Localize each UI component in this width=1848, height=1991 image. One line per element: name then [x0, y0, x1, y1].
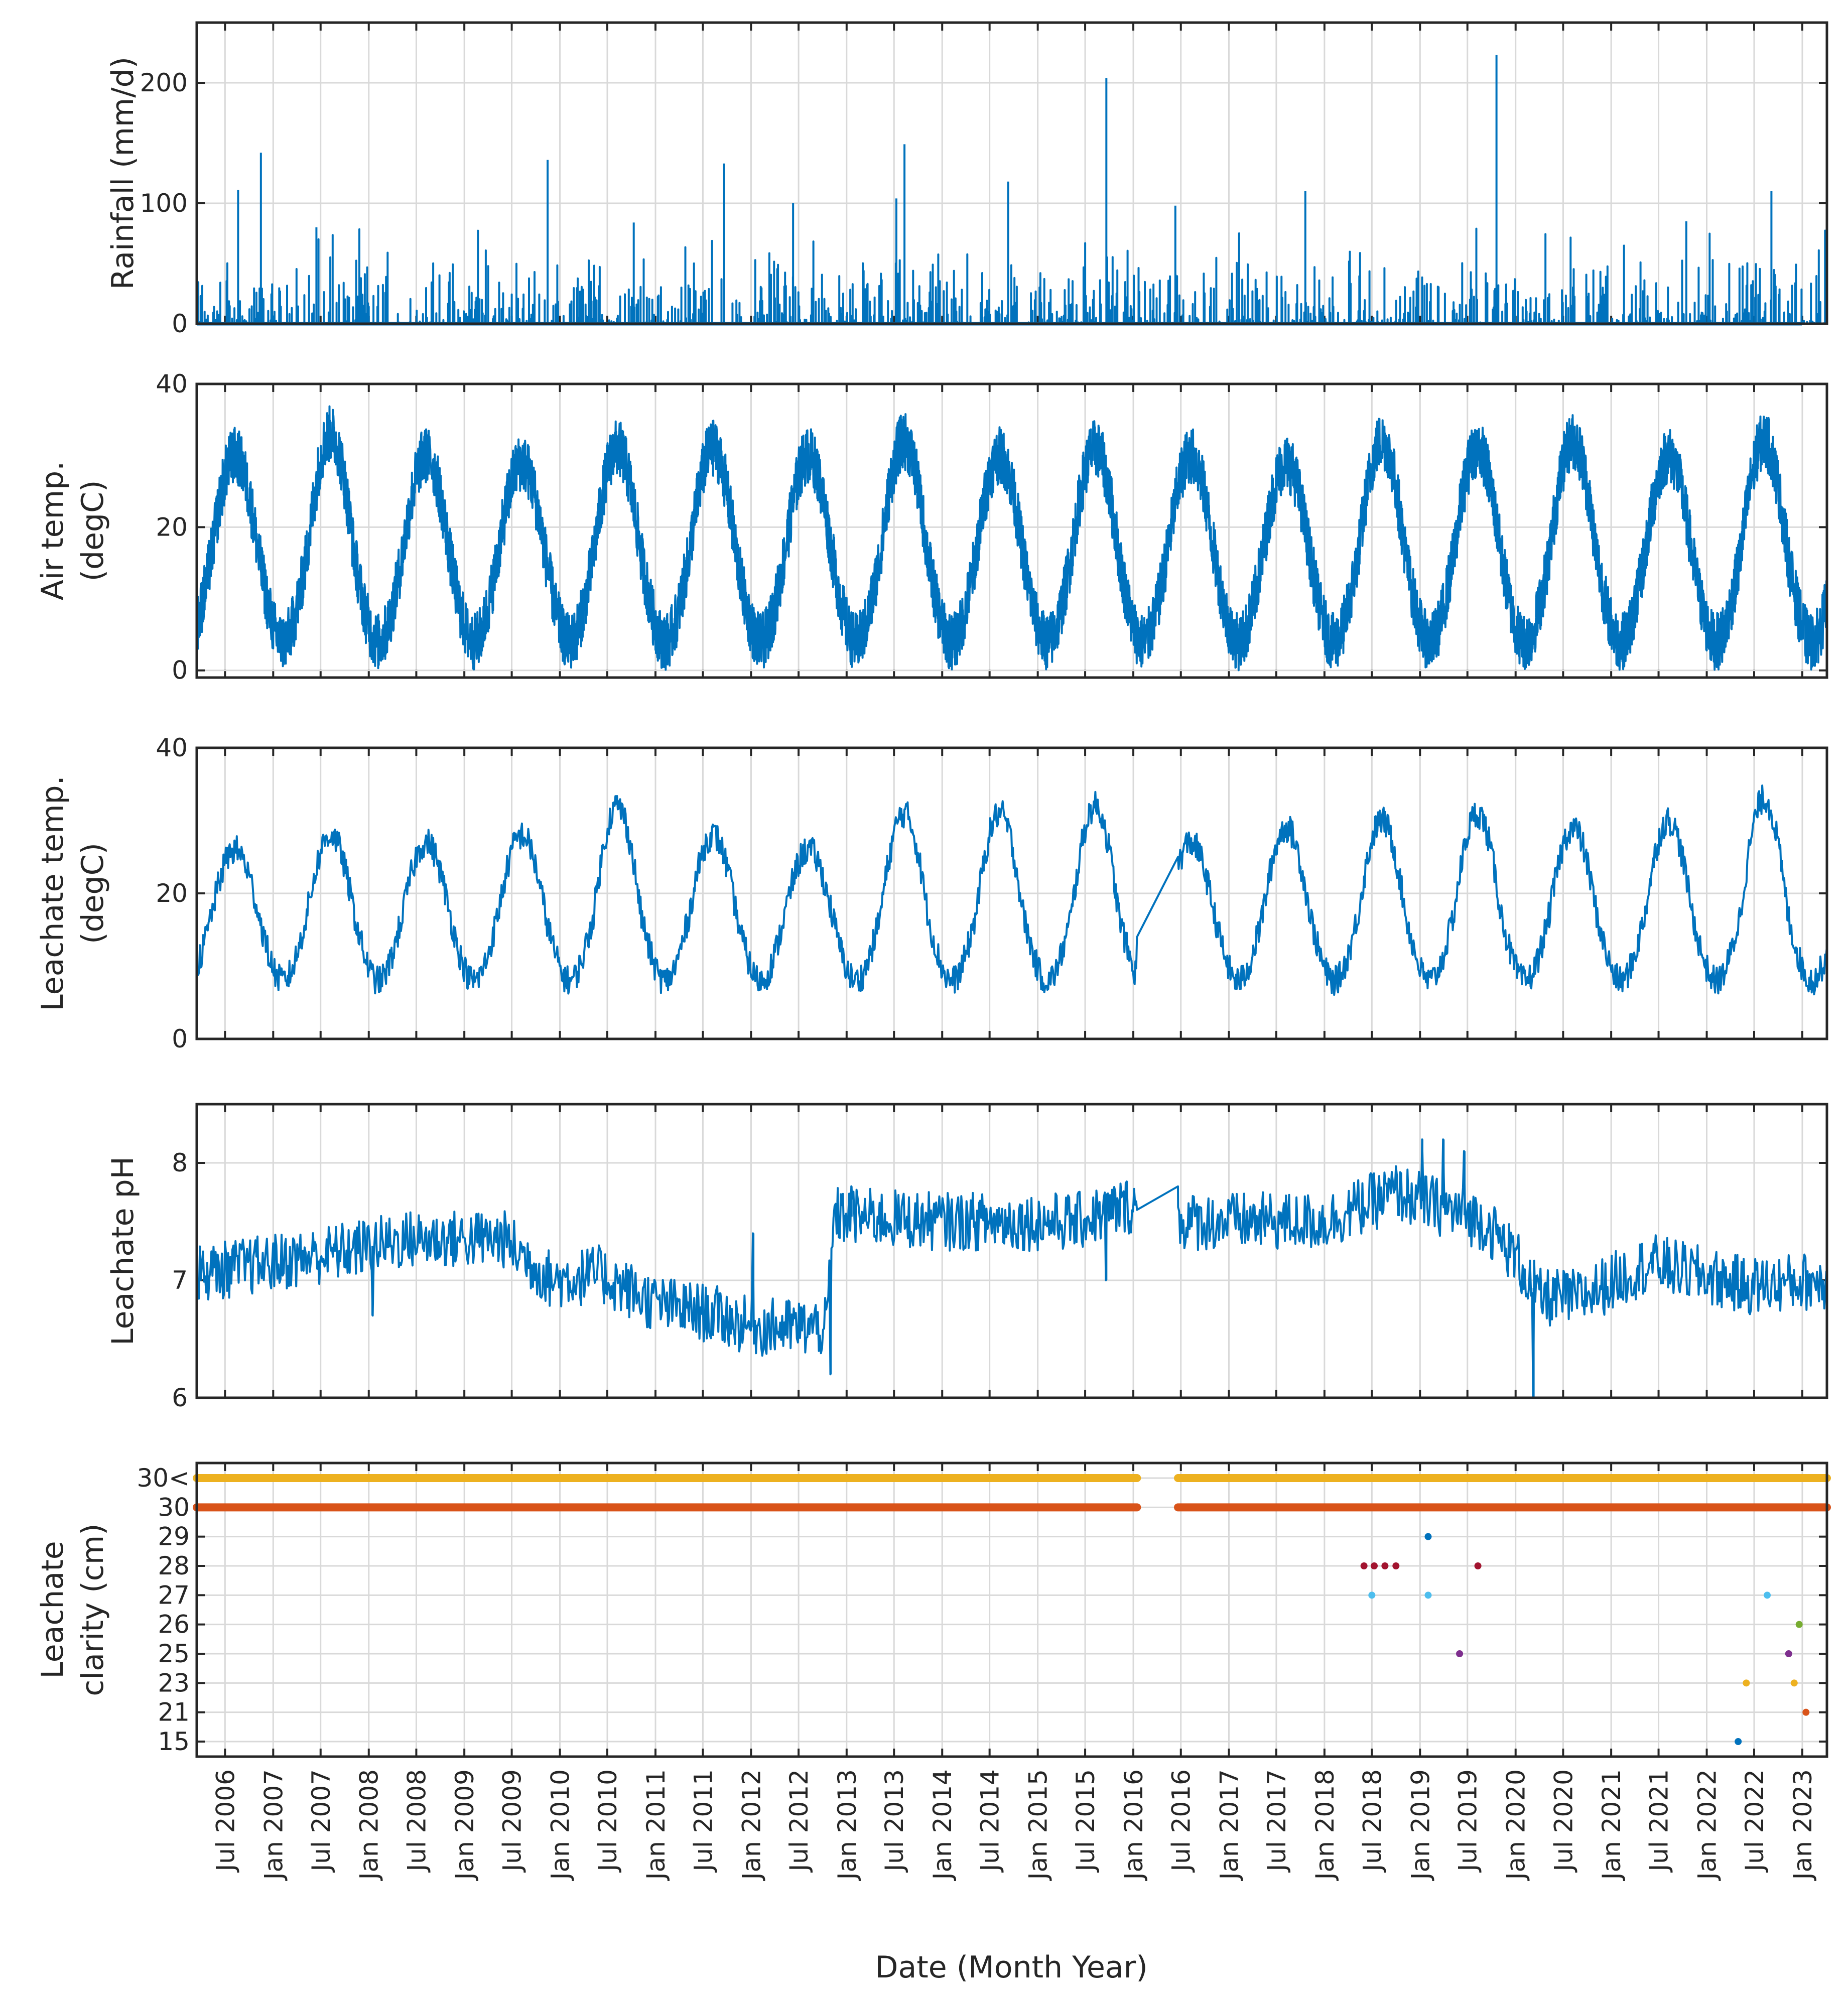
x-tick-label: Jul 2007 — [307, 1769, 336, 1873]
y-tick-label: 25 — [158, 1639, 190, 1668]
clarity-point — [1392, 1562, 1400, 1569]
y-axis-label: Leachate temp. — [35, 775, 70, 1011]
y-tick-label: 21 — [158, 1698, 190, 1727]
x-tick-label: Jul 2015 — [1071, 1769, 1100, 1873]
x-tick-label: Jan 2008 — [355, 1769, 384, 1881]
x-tick-label: Jan 2011 — [641, 1769, 671, 1881]
y-tick-label: 0 — [172, 656, 188, 685]
x-tick-label: Jan 2015 — [1024, 1769, 1053, 1881]
x-tick-label: Jan 2009 — [450, 1769, 479, 1881]
y-tick-label: 7 — [172, 1266, 188, 1295]
panel-air-temp: 0 20 40 Air temp. (degC) — [35, 369, 1828, 685]
leachate-ph-series — [196, 1138, 1827, 1399]
y-tick-label: 26 — [158, 1610, 190, 1639]
plot-frame — [195, 21, 1828, 325]
y-tick-label: 6 — [172, 1383, 188, 1412]
y-tick-label: 20 — [156, 512, 188, 542]
y-tick-label: 30 — [158, 1493, 190, 1522]
x-tick-label: Jul 2010 — [593, 1769, 622, 1873]
x-tick-label: Jul 2006 — [211, 1769, 240, 1873]
x-tick-label: Jan 2007 — [259, 1769, 288, 1881]
x-tick-label: Jul 2019 — [1454, 1769, 1483, 1873]
clarity-point — [1785, 1650, 1792, 1657]
x-tick-label: Jul 2011 — [689, 1769, 718, 1873]
y-tick-label: 20 — [156, 879, 188, 908]
plot-frame — [195, 1462, 1828, 1758]
y-axis-label: clarity (cm) — [75, 1523, 110, 1696]
clarity-point — [1371, 1562, 1378, 1569]
air-temp-series — [196, 405, 1828, 672]
plot-frame — [195, 382, 1828, 679]
y-tick-label: 23 — [158, 1668, 190, 1697]
x-tick-label: Jul 2009 — [498, 1769, 527, 1873]
y-axis-label: Air temp. — [35, 461, 70, 601]
x-tick-label: Jul 2017 — [1262, 1769, 1291, 1873]
rainfall-series — [196, 227, 1827, 325]
x-tick-label: Jan 2010 — [546, 1769, 575, 1881]
clarity-point — [1424, 1591, 1432, 1599]
plot-frame — [195, 746, 1828, 1040]
x-tick-label: Jul 2022 — [1740, 1769, 1769, 1873]
y-tick-label: 0 — [172, 309, 188, 338]
x-tick-label: Jan 2022 — [1693, 1769, 1722, 1881]
y-tick-label: 8 — [172, 1148, 188, 1177]
clarity-point — [1764, 1591, 1771, 1599]
y-tick-label: 40 — [156, 733, 188, 762]
clarity-point — [1424, 1533, 1432, 1540]
y-axis-label: Rainfall (mm/d) — [105, 57, 141, 290]
y-tick-label: 29 — [158, 1522, 190, 1551]
clarity-point — [1790, 1679, 1798, 1687]
clarity-point — [1360, 1562, 1368, 1569]
y-tick-label: 0 — [172, 1024, 188, 1053]
leachate-temp-series — [196, 784, 1828, 996]
x-tick-label: Jan 2023 — [1788, 1769, 1817, 1881]
x-tick-label: Jul 2013 — [880, 1769, 909, 1873]
x-tick-label: Jul 2018 — [1358, 1769, 1387, 1873]
y-tick-label: 40 — [156, 369, 188, 399]
x-tick-label: Jan 2017 — [1215, 1769, 1244, 1881]
x-tick-label: Jul 2012 — [784, 1769, 814, 1873]
x-tick-label: Jan 2018 — [1310, 1769, 1340, 1881]
x-tick-label: Jul 2020 — [1549, 1769, 1578, 1873]
panel-leachate-temp: 0 20 40 Leachate temp. (degC) — [35, 733, 1828, 1053]
x-tick-label: Jul 2021 — [1645, 1769, 1674, 1873]
clarity-point — [1474, 1562, 1482, 1569]
clarity-point — [1735, 1738, 1742, 1745]
y-tick-label: 28 — [158, 1551, 190, 1580]
plot-frame — [195, 1103, 1828, 1399]
clarity-point — [1802, 1708, 1810, 1716]
x-tick-label: Jan 2021 — [1597, 1769, 1626, 1881]
panel-leachate-ph: 6 7 8 Leachate pH — [105, 1103, 1828, 1412]
clarity-point — [1743, 1679, 1750, 1687]
x-tick-label: Jan 2014 — [928, 1769, 957, 1881]
y-axis-label: Leachate — [35, 1541, 70, 1678]
x-tick-label: Jan 2013 — [833, 1769, 862, 1881]
y-axis-label: Leachate pH — [105, 1156, 141, 1346]
x-tick-label: Jul 2014 — [976, 1769, 1005, 1873]
clarity-point — [1381, 1562, 1389, 1569]
x-axis-label: Date (Month Year) — [875, 1950, 1147, 1985]
x-tick-label: Jan 2020 — [1502, 1769, 1531, 1881]
clarity-point — [1456, 1650, 1464, 1657]
y-axis-label: (degC) — [75, 480, 110, 582]
y-tick-label: 27 — [158, 1580, 190, 1610]
y-tick-label: 200 — [140, 68, 188, 97]
y-tick-label: 15 — [158, 1727, 190, 1756]
clarity-point — [1795, 1621, 1803, 1628]
y-tick-label: 100 — [140, 189, 188, 218]
y-tick-label: 30< — [137, 1464, 190, 1493]
x-tick-labels: Jul 2006 Jan 2007 Jul 2007 Jan 2008 Jul 2008… — [211, 1769, 1817, 1881]
x-tick-label: Jan 2019 — [1406, 1769, 1435, 1881]
clarity-point — [1368, 1591, 1376, 1599]
y-axis-label: (degC) — [75, 843, 110, 944]
x-tick-label: Jul 2008 — [402, 1769, 431, 1873]
x-tick-label: Jan 2016 — [1119, 1769, 1148, 1881]
x-tick-label: Jan 2012 — [737, 1769, 766, 1881]
x-tick-label: Jul 2016 — [1167, 1769, 1196, 1873]
